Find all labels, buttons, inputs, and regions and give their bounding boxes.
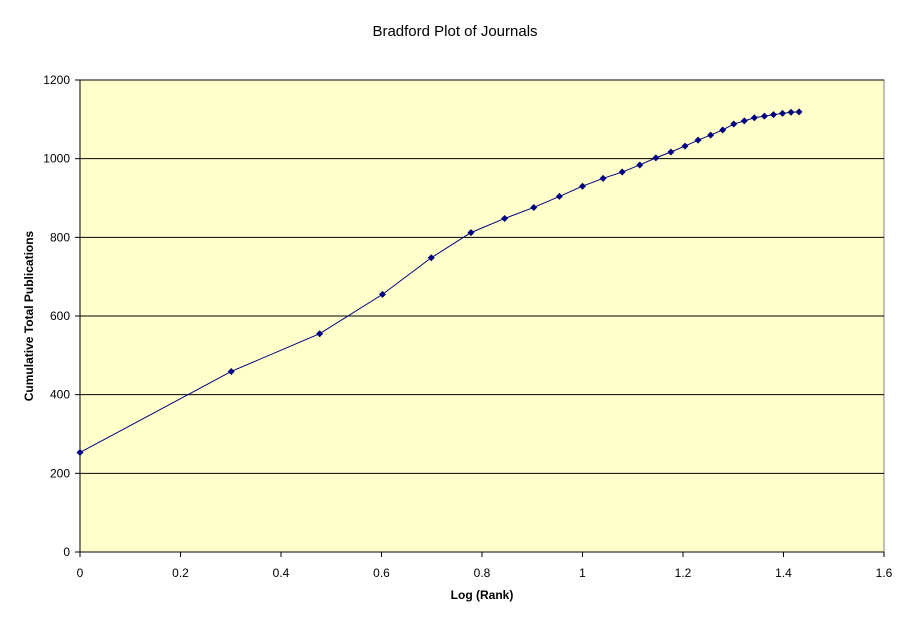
data-point: [778, 109, 786, 117]
data-point: [379, 290, 387, 298]
series-group: [76, 108, 803, 456]
x-tick-label: 1.4: [775, 566, 792, 580]
x-tick-label: 1.6: [876, 566, 893, 580]
data-point: [467, 229, 475, 237]
data-point: [227, 367, 235, 375]
data-point: [681, 142, 689, 150]
y-tick-label: 800: [50, 230, 70, 244]
data-point: [636, 161, 644, 169]
data-point: [618, 168, 626, 176]
data-point: [667, 148, 675, 156]
data-point: [427, 254, 435, 262]
data-point: [652, 154, 660, 162]
y-axis-label: Cumulative Total Publications: [22, 230, 36, 401]
y-tick-label: 1200: [43, 73, 70, 87]
data-point: [760, 112, 768, 120]
data-point: [501, 214, 509, 222]
data-point: [579, 182, 586, 190]
x-tick-label: 0: [77, 566, 84, 580]
y-tick-label: 200: [50, 466, 70, 480]
data-point: [316, 330, 324, 338]
data-point: [750, 114, 758, 122]
data-point: [707, 131, 715, 139]
x-tick-label: 1: [579, 566, 586, 580]
x-tick-label: 0.4: [273, 566, 290, 580]
data-point: [694, 136, 702, 144]
x-tick-label: 1.2: [675, 566, 692, 580]
data-point: [530, 203, 538, 211]
data-point: [730, 120, 738, 128]
axes: [75, 79, 885, 557]
x-tick-label: 0.8: [474, 566, 491, 580]
data-point: [769, 111, 777, 119]
y-tick-label: 1000: [43, 152, 70, 166]
data-point: [76, 448, 84, 456]
y-tick-label: 400: [50, 388, 70, 402]
tick-labels: 0 0.2 0.4 0.6 0.8 1 1.2 1.4 1.6 0 200 400 600 800 1000…: [43, 73, 892, 580]
gridlines: [80, 79, 884, 474]
data-point: [555, 192, 563, 200]
x-tick-label: 0.2: [172, 566, 189, 580]
data-point: [787, 108, 795, 116]
chart-title: Bradford Plot of Journals: [372, 23, 537, 40]
y-tick-label: 0: [63, 545, 70, 559]
y-tick-label: 600: [50, 309, 70, 323]
x-axis-label: Log (Rank): [451, 588, 514, 602]
data-point: [599, 174, 607, 182]
data-point: [740, 117, 748, 125]
data-point: [795, 108, 803, 116]
data-point: [719, 126, 727, 134]
x-tick-label: 0.6: [373, 566, 390, 580]
